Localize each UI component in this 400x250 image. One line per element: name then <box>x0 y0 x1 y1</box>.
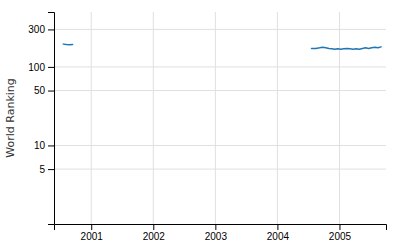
grid-line-x <box>91 12 92 224</box>
y-tick-label: 5 <box>39 164 45 175</box>
y-tick-label: 50 <box>34 85 46 96</box>
y-tick-label: 100 <box>28 62 45 73</box>
x-tick-label: 2003 <box>205 231 228 242</box>
x-tick-label: 2005 <box>329 231 352 242</box>
grid <box>54 12 386 224</box>
grid-line-x <box>153 12 154 224</box>
grid-line-y <box>54 145 386 146</box>
y-tick-mark <box>48 91 54 92</box>
y-axis-title: World Ranking <box>4 78 17 158</box>
y-tick-label: 300 <box>28 24 45 35</box>
grid-line-y <box>54 90 386 91</box>
x-tick: 2001 <box>81 224 104 242</box>
line <box>312 47 382 49</box>
grid-line-x <box>215 12 216 224</box>
y-tick: 300 <box>28 24 54 35</box>
x-tick: 2005 <box>329 224 352 242</box>
y-tick: 50 <box>34 85 54 96</box>
x-tick-mark <box>215 224 216 230</box>
y-tick: 10 <box>34 140 54 151</box>
x-tick-label: 2004 <box>267 231 290 242</box>
x-tick: 2004 <box>267 224 290 242</box>
y-axis: 5 10 50 100 300 <box>28 13 54 225</box>
chart: 2001 2002 2003 2004 2005 5 10 50 100 300 World Ran… <box>0 0 400 250</box>
y-tick: 100 <box>28 62 54 73</box>
x-tick-mark <box>91 224 92 230</box>
x-tick: 2003 <box>205 224 228 242</box>
y-tick-mark <box>48 169 54 170</box>
line <box>63 43 72 45</box>
x-tick-mark <box>277 224 278 230</box>
x-tick-label: 2001 <box>81 231 104 242</box>
y-tick-mark <box>48 145 54 146</box>
y-tick-mark <box>48 67 54 68</box>
x-tick: 2002 <box>143 224 166 242</box>
y-tick-label: 10 <box>34 140 46 151</box>
y-tick-mark <box>48 29 54 30</box>
grid-line-x <box>339 12 340 224</box>
x-axis: 2001 2002 2003 2004 2005 <box>55 224 387 242</box>
x-tick-mark <box>153 224 154 230</box>
x-tick-mark <box>339 224 340 230</box>
grid-line-y <box>54 29 386 30</box>
plot-area <box>63 44 381 49</box>
grid-line-y <box>54 169 386 170</box>
y-axis-line <box>48 13 55 225</box>
grid-line-x <box>277 12 278 224</box>
y-tick: 5 <box>39 164 54 175</box>
grid-line-y <box>54 66 386 67</box>
x-axis-line <box>55 225 387 231</box>
x-tick-label: 2002 <box>143 231 166 242</box>
